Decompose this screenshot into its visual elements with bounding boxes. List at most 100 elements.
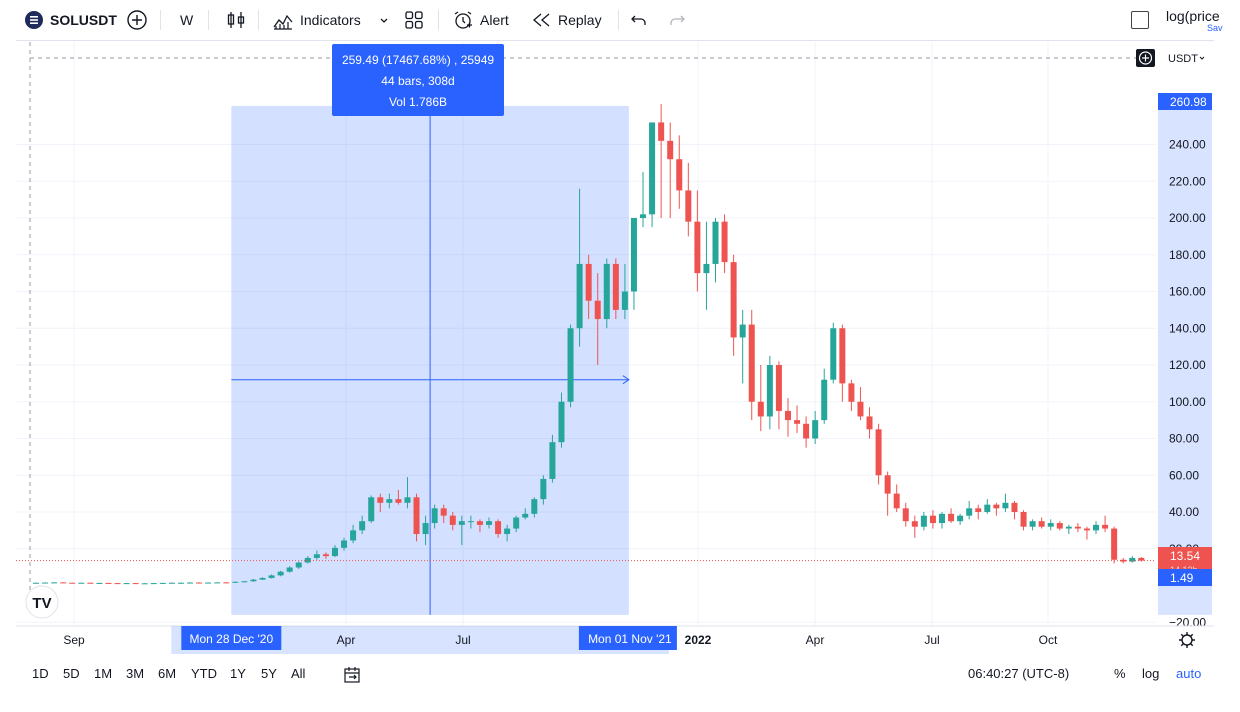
countdown-badge — [1158, 564, 1212, 573]
candle-body — [1056, 523, 1063, 529]
candle-body — [866, 416, 873, 430]
candle-body — [812, 420, 819, 439]
candle-body — [368, 497, 375, 522]
interval-label: W — [180, 12, 194, 28]
clock-label[interactable]: 06:40:27 (UTC-8) — [968, 666, 1070, 681]
candle-body — [1029, 521, 1036, 527]
measure-arrow-head — [622, 375, 630, 385]
candle-body — [1111, 528, 1118, 560]
compare-symbol-button[interactable] — [126, 8, 148, 32]
alert-button[interactable]: Alert — [452, 8, 509, 32]
undo-icon — [631, 15, 646, 25]
candle-body — [440, 508, 447, 516]
indicators-button[interactable]: Indicators — [272, 8, 361, 32]
candle-body — [277, 571, 284, 576]
rewind-icon — [533, 13, 550, 27]
candle-body — [712, 221, 719, 264]
candle-body — [857, 401, 864, 417]
chart-type-button[interactable] — [226, 8, 246, 32]
chevron-down-icon — [380, 18, 388, 23]
candle-body — [730, 262, 737, 338]
auto-toggle[interactable]: auto — [1176, 666, 1202, 681]
candle-body — [621, 291, 628, 310]
candle-body — [640, 214, 647, 218]
currency-label[interactable]: USDT — [1168, 53, 1198, 65]
range-button-3m[interactable]: 3M — [126, 666, 145, 681]
candle-body — [168, 582, 175, 584]
candle-body — [766, 365, 773, 417]
indicators-dropdown[interactable] — [378, 8, 390, 32]
candle-body — [975, 508, 982, 512]
price-chart[interactable]: 240.00 220.00 200.00 180.00 160.00 140.00 120.… — [16, 42, 1214, 654]
candle-body — [1138, 557, 1145, 561]
bottom-toolbar: 1D 5D 1M 3M 6M YTD 1Y 5Y All 06:40:27 (UTC-8) % … — [0, 660, 1240, 690]
range-button-all[interactable]: All — [291, 666, 306, 681]
symbol-search[interactable]: SOLUSDT — [24, 8, 117, 32]
range-button-1d[interactable]: 1D — [32, 666, 49, 681]
price-axis-label: 80.00 — [1169, 432, 1199, 446]
alarm-clock-icon — [454, 11, 472, 29]
replay-button[interactable]: Replay — [532, 8, 602, 32]
layout-button[interactable] — [404, 8, 424, 32]
time-axis-label: Sep — [63, 633, 85, 647]
candle-body — [993, 504, 1000, 509]
candle-body — [69, 582, 76, 584]
candle-body — [721, 221, 728, 263]
candle-body — [957, 515, 964, 522]
candle-body — [1093, 524, 1100, 531]
candle-body — [549, 442, 556, 479]
goto-date-icon[interactable] — [343, 666, 361, 684]
candle-body — [322, 554, 329, 557]
solana-logo-icon — [25, 11, 43, 29]
range-button-ytd[interactable]: YTD — [191, 666, 217, 681]
save-hint: Sav — [1207, 23, 1223, 33]
time-axis-label: Apr — [337, 633, 356, 647]
tradingview-logo-bg — [25, 585, 59, 619]
log-scale-checkbox[interactable] — [1131, 11, 1149, 29]
range-button-6m[interactable]: 6M — [158, 666, 177, 681]
redo-button[interactable] — [668, 8, 686, 32]
current-price-badge — [1158, 547, 1212, 564]
candle-body — [630, 218, 637, 292]
candle-body — [1102, 524, 1109, 529]
range-button-1m[interactable]: 1M — [94, 666, 113, 681]
candle-body — [259, 577, 266, 580]
candle-body — [404, 497, 411, 503]
range-start-label: Mon 28 Dec '20 — [189, 632, 273, 646]
gear-icon[interactable] — [1179, 632, 1195, 648]
candle-body — [42, 582, 49, 584]
candle-body — [576, 263, 583, 329]
candle-body — [1002, 502, 1009, 509]
undo-button[interactable] — [630, 8, 648, 32]
price-axis-label: −20.00 — [1169, 615, 1206, 629]
price-axis-range-highlight — [1158, 105, 1212, 615]
interval-button[interactable]: W — [180, 8, 193, 32]
range-button-5d[interactable]: 5D — [63, 666, 80, 681]
candle-body — [1083, 528, 1090, 531]
candle-body — [33, 582, 39, 584]
candle-body — [313, 554, 320, 558]
time-axis-label: Oct — [1039, 633, 1058, 647]
price-axis-label: 100.00 — [1169, 395, 1206, 409]
range-button-5y[interactable]: 5Y — [261, 666, 277, 681]
range-button-1y[interactable]: 1Y — [230, 666, 246, 681]
candle-body — [784, 410, 791, 421]
candle-body — [540, 478, 547, 500]
candle-body — [929, 515, 936, 524]
candle-body — [123, 583, 130, 585]
candle-body — [341, 540, 348, 548]
candle-body — [739, 324, 746, 338]
replay-label: Replay — [558, 12, 602, 28]
price-axis-label: 140.00 — [1169, 321, 1206, 335]
percent-toggle[interactable]: % — [1114, 666, 1126, 681]
candle-body — [830, 328, 837, 380]
log-toggle[interactable]: log — [1142, 666, 1160, 681]
candle-body — [1038, 521, 1045, 527]
chevron-down-icon — [1199, 56, 1205, 60]
candle-body — [667, 140, 674, 160]
candle-body — [603, 263, 610, 320]
range-start-badge — [181, 626, 282, 650]
candle-body — [268, 575, 275, 578]
candle-body — [649, 122, 656, 215]
candle-body — [250, 579, 257, 582]
